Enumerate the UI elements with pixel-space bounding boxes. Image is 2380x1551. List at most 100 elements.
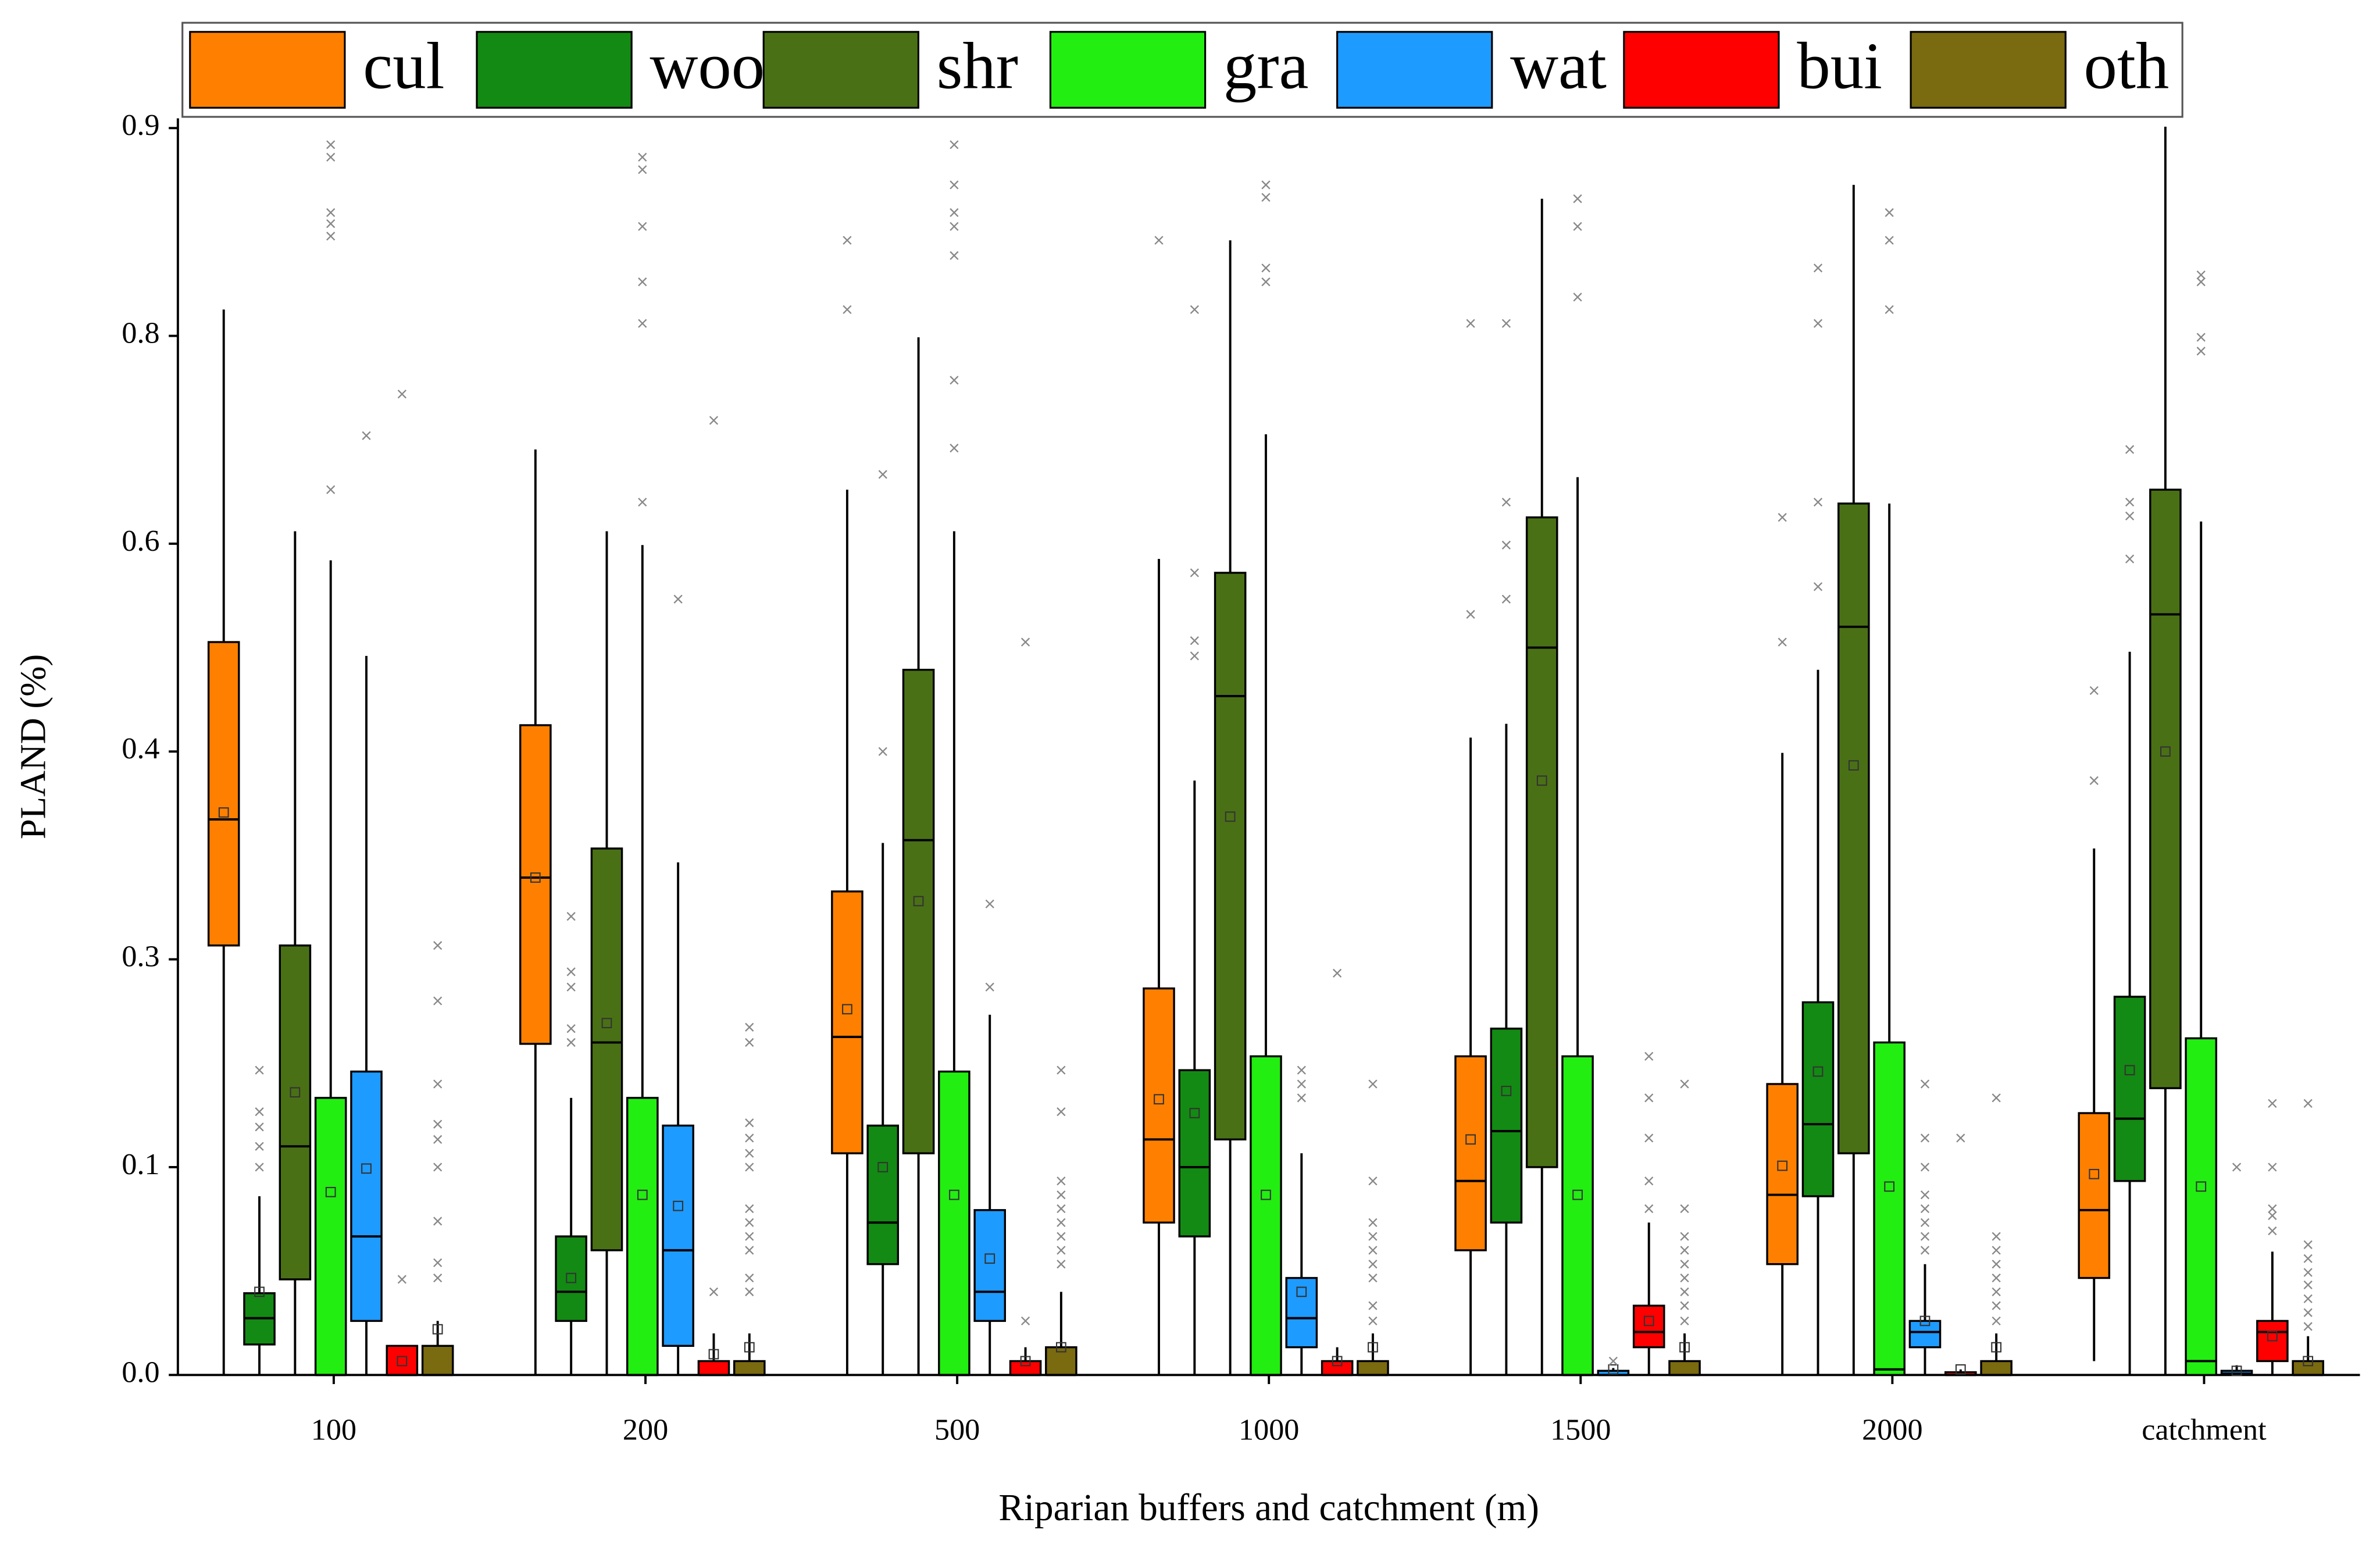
x-tick-label: 1500 [1550,1413,1611,1446]
outlier [1368,1246,1378,1255]
outlier [1680,1246,1689,1255]
outlier [950,376,959,385]
outlier [1992,1260,2001,1269]
legend-label: oth [2084,29,2170,103]
outlier [566,1024,576,1033]
mean [637,1189,648,1200]
legend-label: wat [1510,29,1607,103]
outlier [1680,1301,1689,1310]
mean [566,1272,577,1283]
mean [1501,1086,1512,1096]
mean [913,896,924,907]
mean [290,1087,301,1098]
box [1357,1360,1389,1376]
y-tick-label: 0.0 [122,1355,159,1389]
x-axis-title: Riparian buffers and catchment (m) [998,1487,1539,1529]
outlier [950,208,959,218]
outlier [1501,319,1511,328]
outlier [1057,1218,1066,1227]
mean [1055,1342,1066,1353]
outlier [1680,1287,1689,1296]
outlier [433,1135,443,1144]
outlier [2125,445,2135,454]
legend-label: woo [650,29,765,103]
outlier [1920,1204,1930,1214]
outlier [2268,1204,2277,1214]
outlier [745,1133,754,1143]
outlier [638,165,647,174]
outlier [1368,1273,1378,1283]
outlier [1680,1079,1689,1089]
outlier [1920,1190,1930,1200]
outlier [1992,1301,2001,1310]
outlier [1057,1260,1066,1269]
box [2078,1112,2111,1279]
outlier [362,431,371,440]
box [1321,1360,1354,1376]
box [207,641,240,947]
outlier [1368,1218,1378,1227]
outlier [1956,1133,1965,1143]
outlier [1885,305,1894,314]
outlier [950,140,959,149]
outlier [1057,1204,1066,1214]
x-tick-label: catchment [2142,1413,2267,1446]
outlier [2125,554,2135,564]
outlier [255,1163,264,1172]
outlier [1057,1246,1066,1255]
outlier [1644,1176,1654,1186]
outlier [1333,968,1342,978]
outlier [1297,1065,1306,1075]
legend-label: shr [937,29,1018,103]
outlier [2268,1226,2277,1236]
outlier [843,305,852,314]
outlier [2303,1294,2313,1303]
outlier [1261,192,1271,202]
mean [877,1162,889,1172]
mean [1777,1160,1788,1171]
x-tick-label: 100 [311,1413,356,1446]
mean [530,872,541,883]
outlier [843,236,852,245]
legend-label: bui [1797,29,1882,103]
outlier [1992,1287,2001,1296]
mean [1848,760,1859,771]
mean [1643,1315,1654,1327]
outlier [1992,1316,2001,1325]
outlier [1920,1246,1930,1255]
box [1873,1041,1906,1376]
mean [2303,1356,2314,1367]
box [1766,1083,1799,1265]
box [1632,1304,1665,1349]
mean [1955,1364,1966,1375]
outlier [1368,1176,1378,1186]
box [1490,1028,1523,1224]
outlier [433,1119,443,1129]
outlier [433,1079,443,1089]
outlier [1680,1316,1689,1325]
mean [2267,1331,2278,1342]
outlier [878,470,887,479]
outlier [566,1037,576,1047]
mean [1261,1189,1271,1200]
box [350,1070,383,1322]
outlier [326,140,336,149]
outlier [1368,1301,1378,1310]
outlier [2089,686,2099,696]
outlier [326,231,336,241]
mean [1296,1286,1307,1297]
outlier [566,982,576,992]
outlier [1992,1232,2001,1241]
x-tick-label: 500 [934,1413,980,1446]
mean [744,1342,755,1353]
mean [2089,1168,2100,1179]
outlier [326,152,336,162]
box [902,669,935,1154]
y-tick-label: 0.4 [122,732,159,765]
x-tick-label: 200 [623,1413,668,1446]
outlier [1885,236,1894,245]
outlier [638,152,647,162]
outlier [1190,305,1199,314]
outlier [1644,1051,1654,1061]
